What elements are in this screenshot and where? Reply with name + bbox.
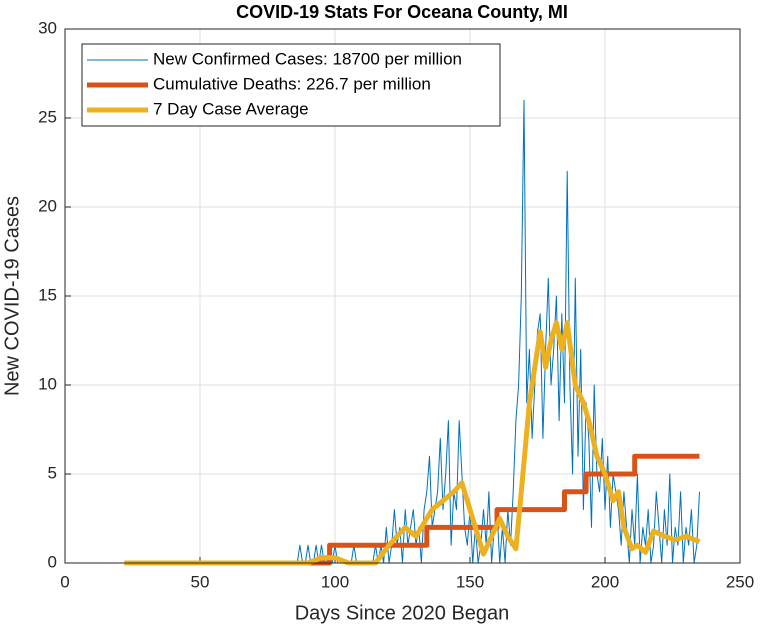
x-axis-label: Days Since 2020 Began: [295, 602, 510, 624]
x-tick-label: 50: [191, 572, 210, 591]
axes-box: [64, 28, 741, 564]
x-tick-label: 0: [60, 572, 69, 591]
legend-label: 7 Day Case Average: [153, 99, 309, 118]
x-tick-label: 100: [321, 572, 349, 591]
y-tick-label: 10: [38, 374, 57, 393]
legend-label: Cumulative Deaths: 226.7 per million: [153, 74, 431, 93]
data-line: [124, 453, 700, 566]
y-tick-label: 0: [48, 552, 57, 571]
x-tick-label: 150: [456, 572, 484, 591]
y-tick-label: 5: [48, 463, 57, 482]
y-tick-label: 25: [38, 107, 57, 126]
x-tick-label: 250: [726, 572, 754, 591]
y-tick-label: 15: [38, 285, 57, 304]
chart-title: COVID-19 Stats For Oceana County, MI: [236, 2, 568, 22]
legend-label: New Confirmed Cases: 18700 per million: [153, 49, 462, 68]
y-tick-label: 30: [38, 18, 57, 37]
x-tick-label: 200: [591, 572, 619, 591]
data-line: [124, 320, 701, 566]
y-tick-label: 20: [38, 196, 57, 215]
legend-box: [81, 43, 501, 127]
y-axis-label: New COVID-19 Cases: [1, 196, 23, 396]
